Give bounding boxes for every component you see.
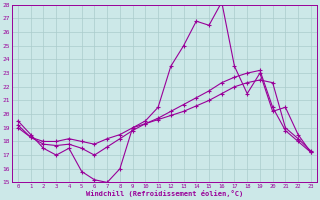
X-axis label: Windchill (Refroidissement éolien,°C): Windchill (Refroidissement éolien,°C) [86, 190, 243, 197]
